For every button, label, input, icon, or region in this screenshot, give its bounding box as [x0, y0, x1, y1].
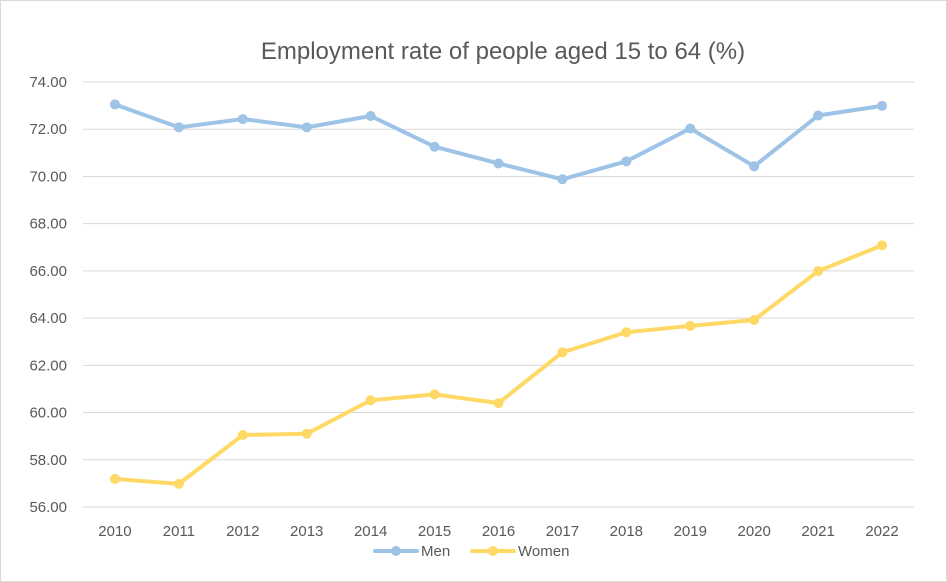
y-axis-tick-labels: 56.00 58.00 60.00 62.00 64.00 66.00 68.00 70.00… — [29, 74, 67, 516]
data-point — [685, 123, 696, 134]
y-tick-label: 68.00 — [29, 216, 67, 233]
data-point — [301, 122, 312, 133]
legend-item-women: Women — [470, 543, 569, 560]
data-point — [813, 110, 824, 121]
data-point — [493, 158, 504, 169]
data-point — [173, 478, 184, 489]
data-point — [749, 315, 760, 325]
data-point — [621, 327, 632, 338]
data-point — [365, 395, 376, 406]
legend-item-men: Men — [373, 543, 450, 560]
data-point — [685, 320, 696, 331]
data-point — [813, 266, 824, 277]
x-axis-tick-labels: 2010 2011 2012 2013 2014 2015 2016 2017 2018 2019… — [98, 523, 898, 540]
x-tick-label: 2015 — [418, 523, 451, 540]
data-point — [429, 389, 440, 400]
data-point — [557, 347, 568, 358]
legend-label: Men — [421, 543, 450, 560]
legend-swatch-marker — [488, 546, 498, 556]
grid-lines — [83, 81, 914, 508]
legend-label: Women — [518, 543, 569, 560]
x-tick-label: 2011 — [163, 523, 195, 540]
y-tick-label: 74.00 — [29, 74, 67, 91]
y-tick-label: 72.00 — [29, 121, 67, 138]
data-point — [173, 122, 184, 133]
data-point — [109, 99, 120, 110]
data-point — [301, 428, 312, 439]
y-tick-label: 58.00 — [29, 452, 67, 469]
x-tick-label: 2019 — [674, 523, 707, 540]
y-tick-label: 70.00 — [29, 168, 67, 185]
x-tick-label: 2020 — [738, 523, 771, 540]
data-point — [749, 161, 760, 172]
data-point — [365, 111, 376, 121]
x-tick-label: 2021 — [801, 523, 834, 540]
series-women — [109, 240, 888, 489]
series-men — [109, 99, 888, 185]
data-point — [557, 174, 568, 185]
x-tick-label: 2012 — [226, 523, 259, 540]
x-tick-label: 2013 — [290, 523, 323, 540]
data-point — [493, 398, 504, 409]
x-tick-label: 2018 — [610, 523, 643, 540]
x-tick-label: 2022 — [865, 523, 898, 540]
legend-swatch-marker — [391, 546, 401, 556]
data-point — [109, 473, 120, 484]
series-lines — [109, 99, 888, 489]
series-line-women — [112, 243, 885, 486]
y-tick-label: 66.00 — [29, 263, 67, 280]
y-tick-label: 56.00 — [29, 499, 67, 516]
data-point — [429, 141, 440, 152]
data-point — [237, 429, 248, 440]
data-point — [877, 100, 888, 111]
y-tick-label: 64.00 — [29, 310, 67, 327]
y-tick-label: 60.00 — [29, 405, 67, 422]
data-point — [237, 114, 248, 125]
x-tick-label: 2010 — [98, 523, 131, 540]
chart-title: Employment rate of people aged 15 to 64 … — [261, 38, 745, 65]
x-tick-label: 2017 — [546, 523, 579, 540]
legend: Men Women — [373, 543, 569, 560]
y-tick-label: 62.00 — [29, 357, 67, 374]
x-tick-label: 2014 — [354, 523, 387, 540]
data-point — [877, 240, 888, 251]
data-point — [621, 156, 632, 167]
x-tick-label: 2016 — [482, 523, 515, 540]
